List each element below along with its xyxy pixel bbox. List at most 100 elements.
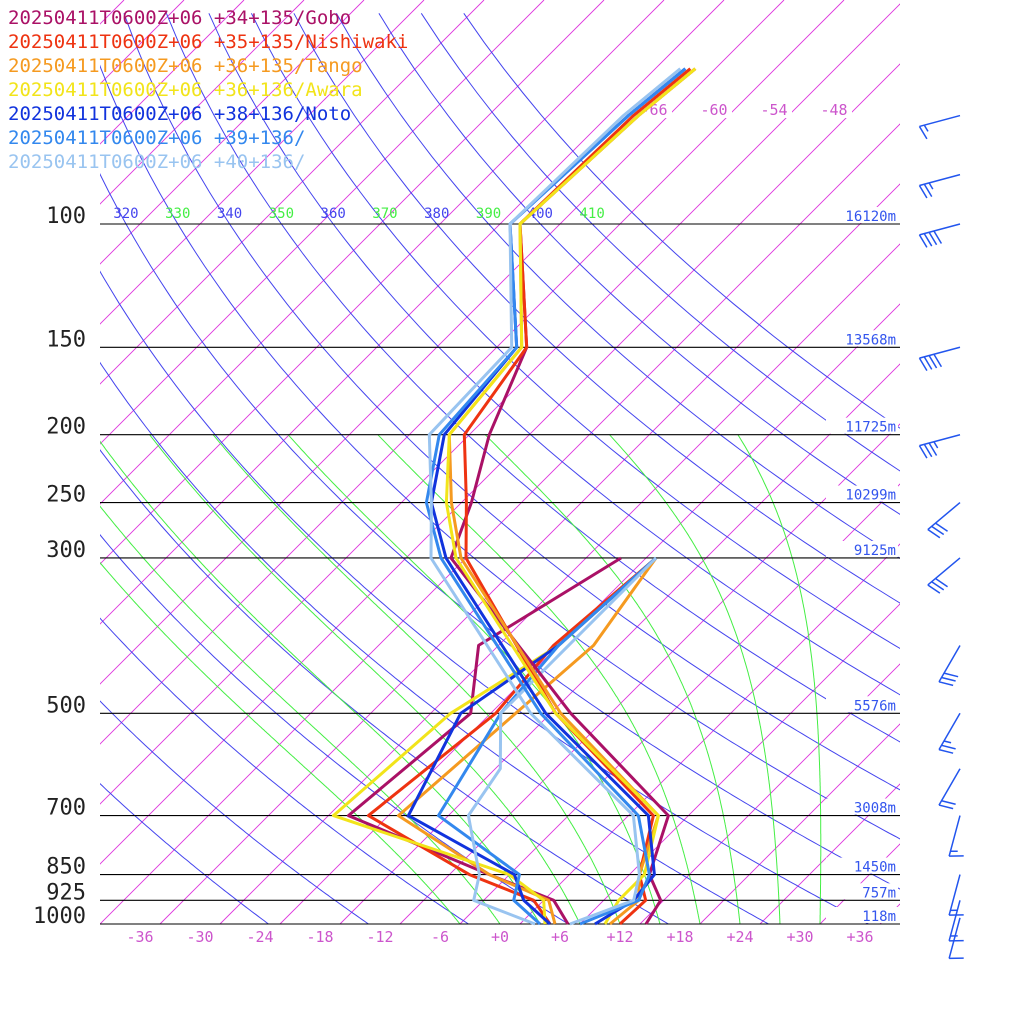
wind-barb — [948, 900, 964, 942]
dry-adiabat-line — [100, 270, 870, 924]
isotherm-line — [639, 663, 900, 924]
height-label: 10299m — [845, 488, 896, 504]
isotherm-line — [100, 0, 845, 745]
isotherm-line — [339, 363, 900, 924]
x-tick-label: -24 — [246, 928, 273, 946]
isotherm-line — [159, 183, 900, 924]
dewpoint-line — [436, 556, 658, 926]
x-tick-label: +0 — [491, 928, 509, 946]
temperature-line — [447, 67, 697, 926]
dry-adiabat-line — [420, 13, 900, 472]
isotherm-line — [279, 303, 900, 924]
dry-adiabat-line — [208, 13, 900, 696]
theta-label: 320 — [113, 206, 138, 222]
theta-label: 360 — [321, 206, 346, 222]
dewpoint-line — [466, 556, 658, 926]
height-label: 11725m — [845, 420, 896, 436]
legend-entry: 20250411T0600Z+06 +39+136/ — [8, 127, 305, 149]
wind-barb — [927, 501, 961, 539]
legend-entry: 20250411T0600Z+06 +36+135/Tango — [8, 55, 363, 77]
pressure-label: 850 — [46, 855, 86, 880]
x-tick-label: +12 — [606, 928, 633, 946]
moist-adiabat-line — [149, 434, 581, 924]
pressure-label: 250 — [46, 483, 86, 508]
isotherm-lines — [100, 0, 1024, 924]
dry-adiabat-line — [100, 361, 770, 924]
x-tick-label: +24 — [726, 928, 753, 946]
pressure-label: 100 — [46, 204, 86, 229]
dewpoint-line — [396, 557, 658, 925]
isobar-lines — [100, 223, 900, 925]
temperature-line — [449, 67, 697, 925]
upper-isotherm-label: -60 — [700, 101, 727, 119]
moist-adiabat-lines — [100, 434, 822, 924]
temperature-line — [427, 67, 682, 926]
dewpoint-line — [346, 556, 622, 925]
wind-barbs — [918, 114, 964, 960]
moist-adiabat-line — [100, 505, 501, 924]
wind-barb — [918, 173, 961, 199]
dry-adiabat-line — [165, 13, 900, 743]
dry-adiabat-line — [100, 783, 270, 924]
theta-label: 390 — [476, 206, 501, 222]
isotherm-line — [399, 423, 900, 924]
temperature-line — [462, 67, 692, 926]
isotherm-line — [879, 903, 900, 924]
wind-barb — [938, 645, 961, 687]
height-label: 757m — [862, 885, 896, 901]
x-tick-label: -30 — [186, 928, 213, 946]
height-label: 13568m — [845, 332, 896, 348]
pressure-label: 150 — [46, 327, 86, 352]
isotherm-line — [100, 0, 725, 625]
height-label: 16120m — [845, 209, 896, 225]
isotherm-line — [100, 0, 425, 325]
x-tick-label: -12 — [366, 928, 393, 946]
wind-barb — [948, 874, 964, 916]
pressure-label: 500 — [46, 693, 86, 718]
dry-adiabat-line — [100, 534, 570, 924]
x-tick-label: +36 — [846, 928, 873, 946]
dry-adiabat-line — [335, 13, 900, 559]
isotherm-line — [579, 603, 900, 924]
dry-adiabat-line — [378, 13, 900, 515]
wind-barb — [918, 223, 961, 248]
height-label: 1450m — [854, 860, 896, 876]
wind-barb — [918, 433, 961, 459]
isotherm-line — [219, 243, 900, 924]
moist-adiabat-line — [377, 434, 701, 924]
theta-label: 330 — [165, 206, 190, 222]
wind-barb — [948, 917, 964, 960]
legend-entry: 20250411T0600Z+06 +38+136/Noto — [8, 103, 351, 125]
x-tick-label: -6 — [431, 928, 449, 946]
moist-adiabat-line — [609, 434, 781, 924]
legend-entry: 20250411T0600Z+06 +36+136/Awara — [8, 79, 363, 101]
legend-entry: 20250411T0600Z+06 +35+135/Nishiwaki — [8, 31, 408, 53]
theta-label: 370 — [372, 206, 397, 222]
moist-adiabat-line — [100, 561, 461, 924]
sounding-profiles — [331, 67, 697, 926]
isotherm-line — [100, 0, 785, 685]
upper-isotherm-label: -54 — [760, 101, 787, 119]
wind-barb — [938, 768, 961, 810]
dewpoint-line — [366, 556, 657, 925]
wind-barb — [948, 815, 964, 857]
isotherm-line — [940, 0, 1024, 924]
height-label: 5576m — [854, 698, 896, 714]
wind-barb — [918, 114, 961, 140]
x-tick-label: -18 — [306, 928, 333, 946]
wind-barb — [918, 346, 961, 372]
theta-label: 410 — [580, 206, 605, 222]
isotherm-line — [819, 843, 900, 924]
legend-entry: 20250411T0600Z+06 +40+136/ — [8, 151, 305, 173]
height-label: 3008m — [854, 801, 896, 817]
moist-adiabat-line — [484, 434, 741, 924]
dry-adiabat-line — [100, 449, 670, 924]
upper-isotherm-labels: -66 -60 -54 -48 — [636, 101, 852, 119]
moist-adiabat-line — [737, 434, 822, 924]
height-label: 118m — [862, 909, 896, 925]
wind-barb — [938, 712, 961, 754]
pressure-label: 300 — [46, 538, 86, 563]
dry-adiabat-line — [100, 64, 900, 840]
